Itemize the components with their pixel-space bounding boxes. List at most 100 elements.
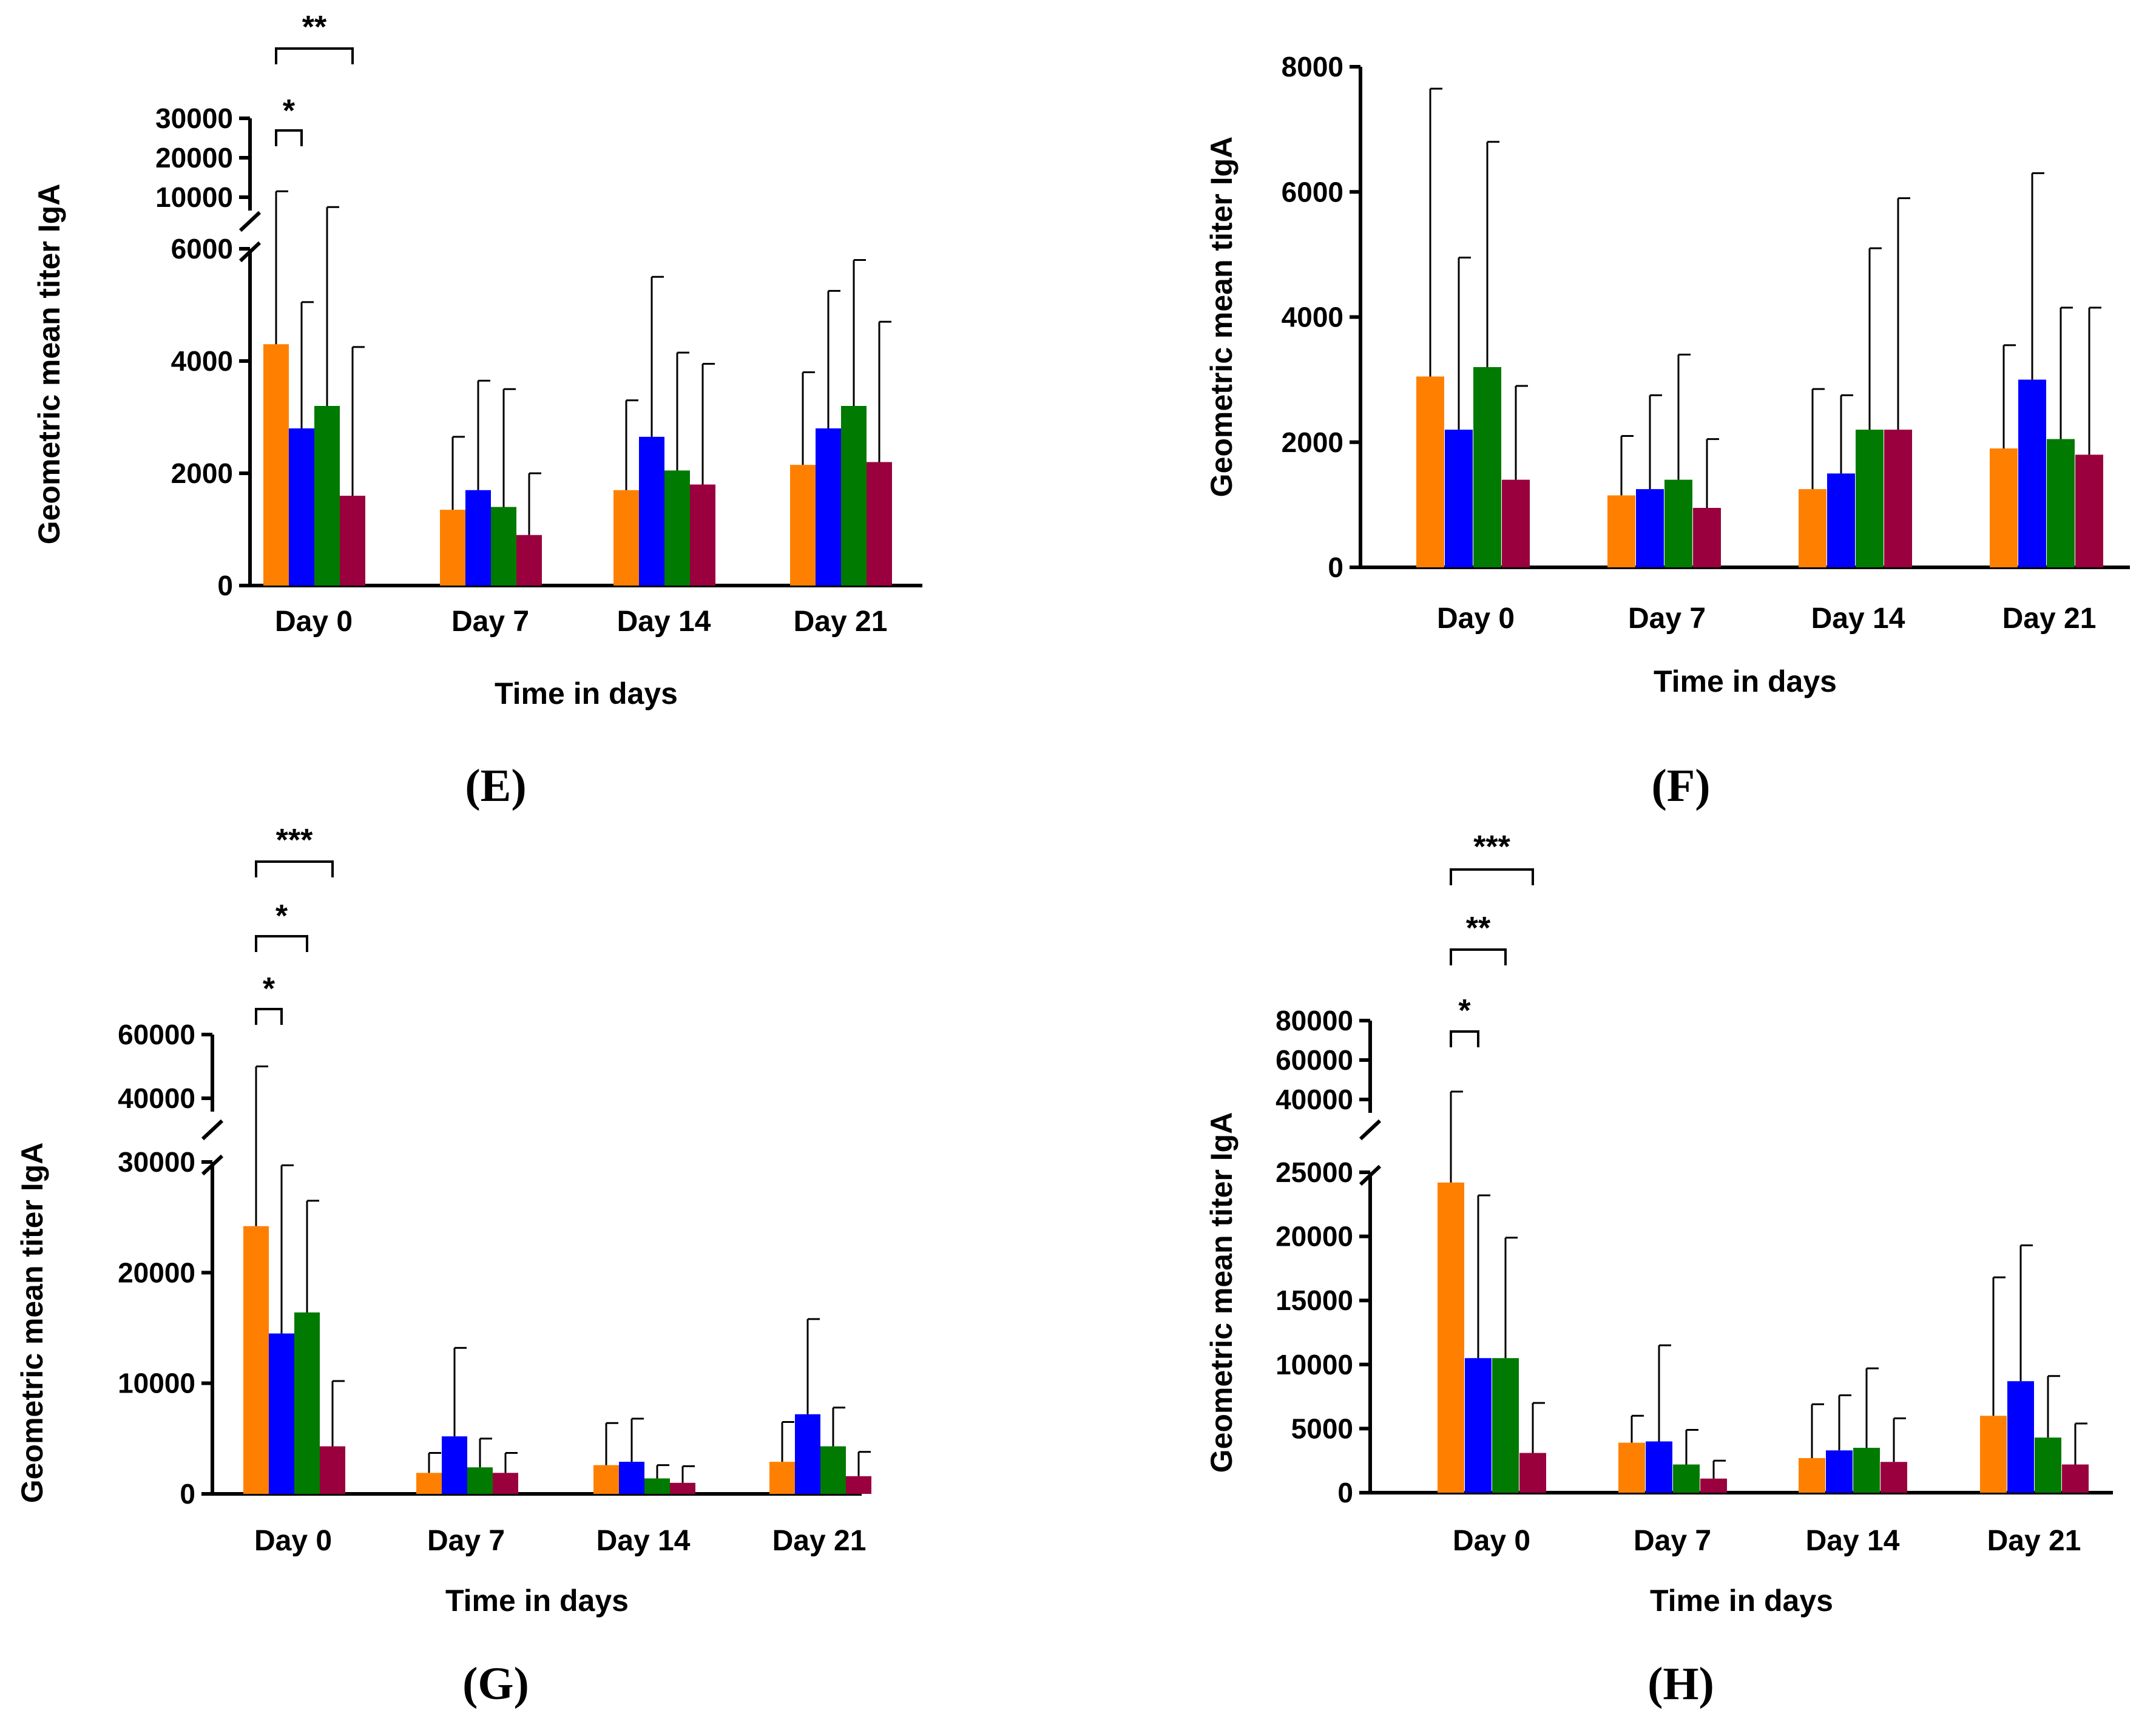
x-tick-label: Day 7 — [427, 1525, 505, 1557]
x-tick-label: Day 14 — [596, 1525, 691, 1557]
y-tick-label: 6000 — [171, 233, 233, 265]
bar — [816, 428, 841, 586]
bar — [442, 1436, 467, 1494]
bar — [1700, 1478, 1727, 1493]
y-axis-title: Geometric mean titer IgA — [1205, 137, 1239, 498]
y-tick-label: 30000 — [118, 1146, 195, 1178]
bar — [2047, 439, 2075, 567]
bar — [2062, 1464, 2089, 1493]
bar — [2035, 1437, 2061, 1493]
bar — [1416, 376, 1444, 567]
y-tick-label: 15000 — [1276, 1285, 1353, 1316]
bar — [516, 535, 542, 586]
bar — [1693, 508, 1721, 567]
x-axis-title: Time in days — [1650, 1584, 1833, 1618]
panel-label: (G) — [462, 1658, 529, 1709]
bar — [790, 465, 816, 586]
bar — [1827, 473, 1855, 567]
panel-label: (H) — [1647, 1658, 1714, 1709]
significance-stars: * — [263, 971, 275, 1007]
bar — [320, 1446, 345, 1494]
bar — [467, 1467, 493, 1494]
bar — [1492, 1358, 1519, 1493]
bar — [1465, 1358, 1492, 1493]
bar — [1502, 479, 1530, 567]
axis-break-mark — [1359, 1119, 1382, 1141]
y-tick-label: 20000 — [118, 1257, 195, 1288]
bar — [846, 1476, 871, 1494]
bar — [769, 1462, 795, 1494]
y-tick-label: 10000 — [118, 1368, 195, 1399]
x-tick-label: Day 7 — [451, 606, 529, 638]
y-tick-label: 4000 — [1282, 302, 1343, 333]
bar — [644, 1478, 670, 1494]
bar — [670, 1482, 695, 1494]
bar — [1990, 448, 2018, 567]
x-axis-title: Time in days — [1654, 664, 1837, 698]
x-tick-label: Day 21 — [1987, 1525, 2081, 1557]
y-tick-label: 10000 — [1276, 1349, 1353, 1380]
bar — [1673, 1464, 1700, 1493]
x-axis-title: Time in days — [445, 1584, 629, 1618]
bar — [1646, 1441, 1672, 1493]
x-tick-label: Day 7 — [1628, 603, 1706, 635]
chart-panel-g: 0 10000 20000 30000 40000 60000 Day 0 Day 7 Day … — [15, 823, 871, 1709]
chart-panel-h: 0 5000 10000 15000 20000 25000 40000 60000 80000… — [1205, 829, 2113, 1709]
axis-break-mark — [1359, 1164, 1382, 1186]
y-tick-label-upper: 10000 — [155, 181, 233, 213]
bar — [593, 1465, 619, 1494]
bar — [1980, 1416, 2007, 1493]
bar — [269, 1333, 294, 1494]
y-tick-label: 8000 — [1282, 51, 1343, 83]
bar — [639, 436, 664, 586]
significance-stars: ** — [302, 10, 327, 45]
bar — [841, 406, 867, 586]
axis-break-mark — [201, 1154, 224, 1176]
bar — [690, 484, 715, 586]
bar — [1799, 489, 1827, 567]
bar — [491, 507, 516, 586]
axis-break-mark — [201, 1119, 224, 1141]
y-tick-label-upper: 20000 — [155, 142, 233, 174]
significance-bracket — [275, 47, 354, 64]
bar — [294, 1312, 320, 1494]
y-tick-label: 5000 — [1291, 1413, 1353, 1444]
significance-stars: ** — [1466, 911, 1491, 946]
x-tick-label: Day 0 — [1437, 603, 1515, 635]
bar — [2018, 379, 2046, 567]
y-tick-label: 2000 — [171, 458, 233, 489]
bar — [1853, 1448, 1880, 1493]
y-tick-label: 0 — [1337, 1477, 1353, 1508]
y-tick-label: 0 — [217, 570, 233, 601]
bar — [263, 344, 289, 586]
significance-bracket — [275, 129, 303, 146]
x-tick-label: Day 0 — [254, 1525, 332, 1557]
significance-stars: * — [1458, 993, 1471, 1028]
bar — [613, 490, 639, 586]
x-tick-label: Day 14 — [1811, 603, 1905, 635]
bar — [795, 1414, 820, 1494]
x-tick-label: Day 21 — [794, 606, 888, 638]
chart-panel-f: 0 2000 4000 6000 8000 Day 0 Day 7 Day 14 Day 21 T… — [1205, 51, 2130, 811]
bar — [1826, 1450, 1853, 1493]
significance-bracket — [255, 935, 308, 952]
bar — [243, 1226, 269, 1494]
bar — [314, 406, 340, 586]
bar — [1607, 495, 1635, 567]
y-tick-label-upper: 40000 — [1276, 1084, 1353, 1115]
bar — [493, 1473, 518, 1494]
bar — [289, 428, 314, 586]
bar — [340, 496, 365, 586]
y-tick-label: 0 — [180, 1478, 195, 1510]
x-tick-label: Day 14 — [1806, 1525, 1900, 1557]
bar — [1618, 1442, 1645, 1493]
y-tick-label-upper: 60000 — [118, 1019, 195, 1050]
y-tick-label-upper: 80000 — [1276, 1005, 1353, 1036]
y-axis-title: Geometric mean titer IgA — [15, 1143, 49, 1504]
x-axis-title: Time in days — [495, 677, 678, 711]
bar — [2075, 454, 2103, 567]
y-tick-label: 20000 — [1276, 1221, 1353, 1252]
x-tick-label: Day 7 — [1634, 1525, 1711, 1557]
significance-bracket — [255, 1008, 283, 1025]
